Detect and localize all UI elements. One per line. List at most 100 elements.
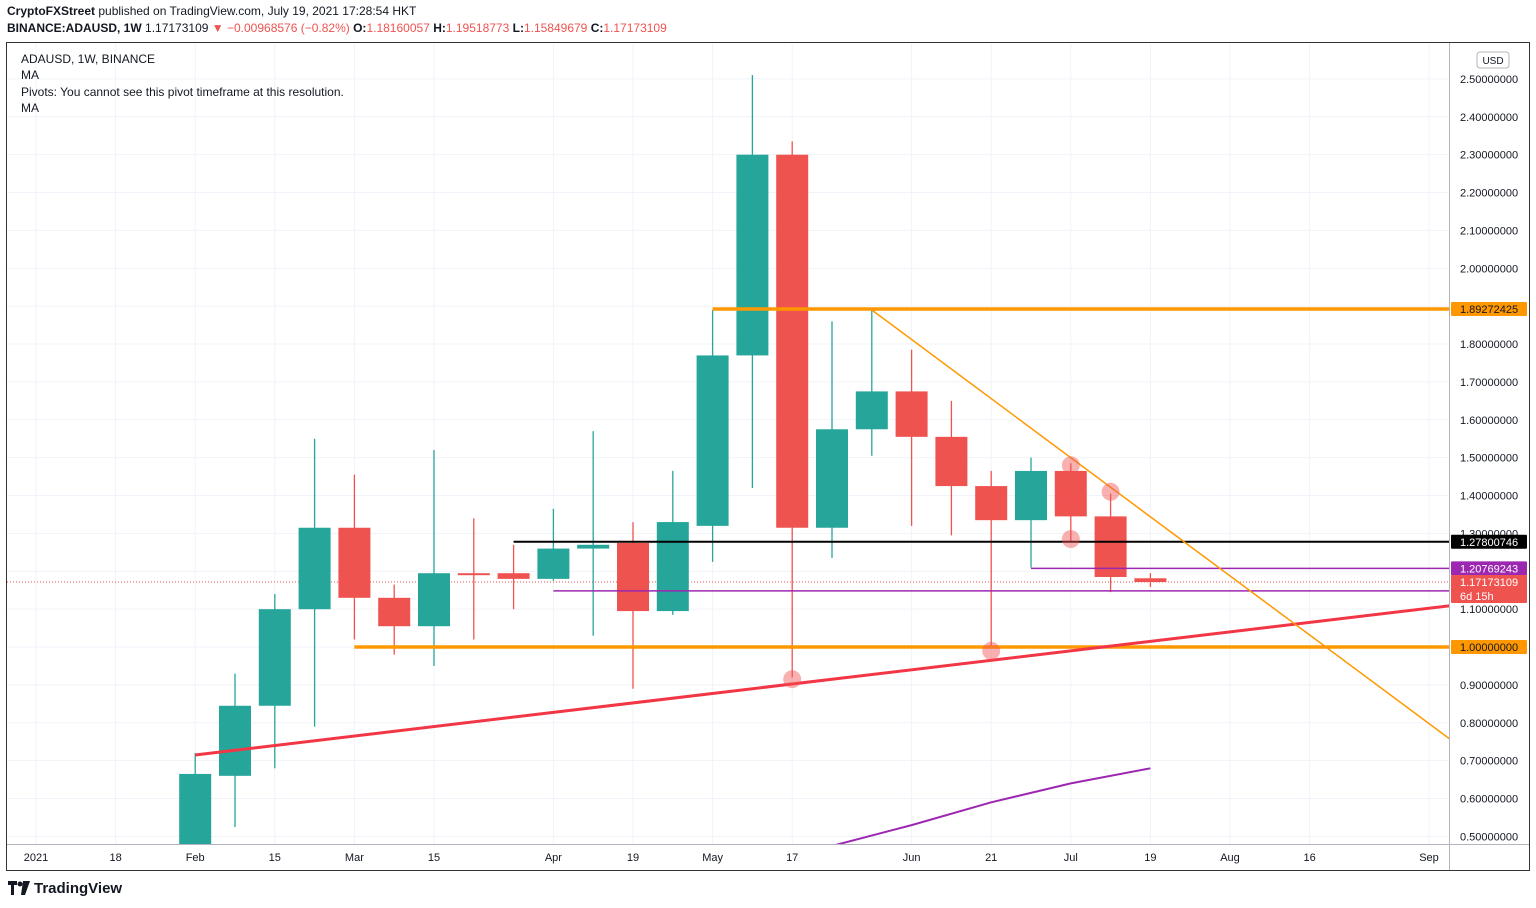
price-chart[interactable]: 2.50000000 2.40000000 2.30000000 2.20000000… [7,43,1529,870]
high-value: 1.19518773 [445,21,510,35]
candle [656,470,689,615]
trendline [195,604,1449,757]
tradingview-logo-icon [8,881,30,895]
candle-body [298,527,331,610]
candle-body [855,391,888,430]
moving-average-line [835,767,1151,844]
x-tick-label: 18 [109,852,121,864]
x-tick-label: 15 [269,852,281,864]
y-tick-label: 2.30000000 [1460,150,1518,162]
candle-body [378,597,411,627]
x-tick-label: Mar [345,852,364,864]
current-price-tag: 1.17173109 [1460,577,1518,589]
price-change: ▼ −0.00968576 (−0.82%) [211,21,350,35]
touch-marker [1061,530,1080,549]
candle [696,309,729,562]
y-tick-label: 0.80000000 [1460,718,1518,730]
candle [736,75,769,488]
y-tick-label: 2.10000000 [1460,225,1518,237]
level-price-tag: 1.27800746 [1460,537,1518,549]
x-tick-label: 16 [1303,852,1315,864]
candle-body [418,573,450,627]
touch-marker [1101,482,1120,501]
level-price-tag: 1.20769243 [1460,563,1518,575]
candle-body [656,522,689,612]
x-tick-label: 21 [985,852,997,864]
candle-body [1134,578,1167,583]
candle-body [457,573,490,576]
level-price-tag-bg [1451,561,1527,576]
candle [1134,573,1167,588]
published-text: published on TradingView.com, July 19, 2… [95,4,417,18]
candle [219,673,251,827]
candle-body [537,548,570,579]
candle [895,349,928,526]
touch-marker [783,670,802,689]
candle [418,450,450,666]
currency-badge: USD [1482,56,1503,67]
x-tick-label: Jun [903,852,921,864]
candle-body [1054,470,1087,517]
touch-marker [1061,456,1080,475]
candle [855,309,888,456]
x-tick-label: May [702,852,723,864]
currency-badge-bg [1476,51,1510,69]
low-label: L: [512,21,524,35]
level-price-tag-bg [1451,301,1527,316]
high-label: H: [433,21,446,35]
candle [258,594,291,769]
plot-area [7,75,1449,844]
x-tick-label: Jul [1064,852,1078,864]
x-tick-label: 17 [786,852,798,864]
candle [1094,493,1127,593]
current-price-tag-bg [1451,575,1527,604]
y-tick-label: 0.50000000 [1460,831,1518,843]
candle [617,522,649,689]
y-tick-label: 2.40000000 [1460,112,1518,124]
candle [1054,463,1087,542]
candle [298,438,331,727]
candle [816,321,848,559]
y-tick-label: 1.60000000 [1460,415,1518,427]
candle-body [617,542,649,612]
candle-body [895,391,928,437]
y-tick-label: 1.50000000 [1460,453,1518,465]
candle [497,544,530,610]
candle [537,508,570,581]
candle [179,753,212,844]
candle-body [816,429,848,528]
touch-marker [1061,492,1080,511]
candle-body [736,154,769,356]
x-tick-label: Sep [1419,852,1439,864]
candle-body [179,773,212,844]
candle-body [776,154,809,528]
candle-body [696,355,729,526]
chart-frame[interactable]: 2.50000000 2.40000000 2.30000000 2.20000000… [6,42,1530,871]
footer-brand: TradingView [34,880,123,897]
symbol-line: BINANCE:ADAUSD, 1W [7,21,142,35]
tradingview-logo[interactable]: TradingView [8,880,122,897]
level-price-tag-bg [1451,534,1527,549]
x-tick-label: Feb [186,852,205,864]
candle-body [219,705,251,776]
y-tick-label: 1.70000000 [1460,377,1518,389]
legend-symbol: ADAUSD, 1W, BINANCE [21,52,156,66]
legend-ma: MA [21,68,39,82]
x-tick-label: Apr [545,852,562,864]
y-tick-label: 0.70000000 [1460,756,1518,768]
candle [378,584,411,655]
y-tick-label: 2.00000000 [1460,263,1518,275]
y-tick-label: 2.20000000 [1460,188,1518,200]
candle-body [577,544,610,549]
close-value: 1.17173109 [603,21,667,35]
candle-body [497,573,530,579]
candle [776,141,809,678]
x-tick-label: 15 [428,852,440,864]
level-price-tag-bg [1451,640,1527,655]
candle-body [975,486,1008,521]
x-tick-label: 19 [627,852,639,864]
level-price-tag: 1.89272425 [1460,304,1518,316]
y-tick-label: 1.10000000 [1460,604,1518,616]
candle-body [1094,516,1127,577]
y-tick-label: 2.50000000 [1460,74,1518,86]
